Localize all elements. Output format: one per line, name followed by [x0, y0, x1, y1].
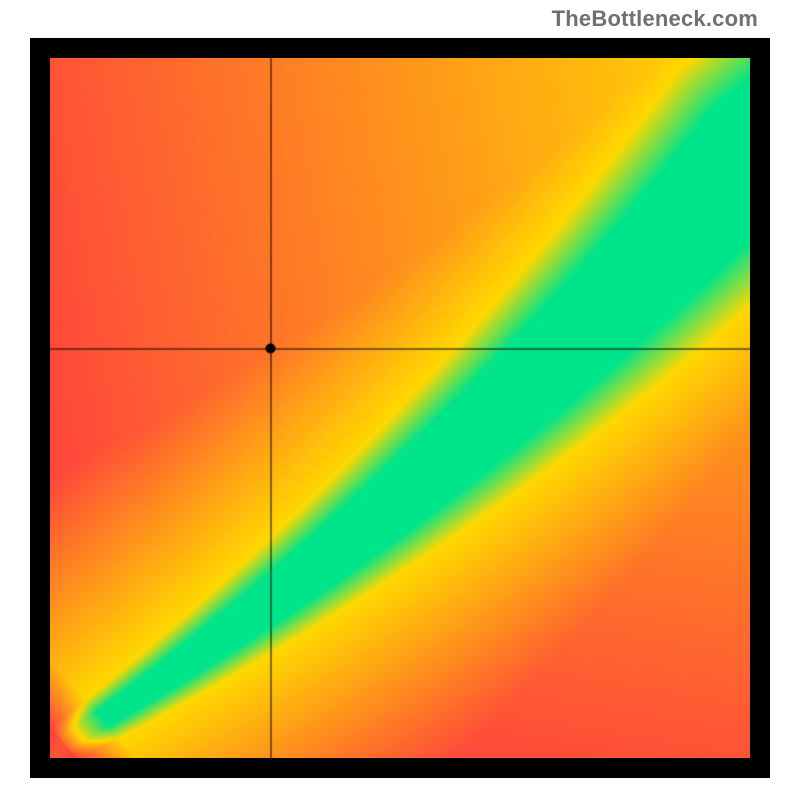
bottleneck-heatmap [50, 58, 750, 758]
watermark-text: TheBottleneck.com [552, 6, 758, 32]
chart-frame [30, 38, 770, 778]
